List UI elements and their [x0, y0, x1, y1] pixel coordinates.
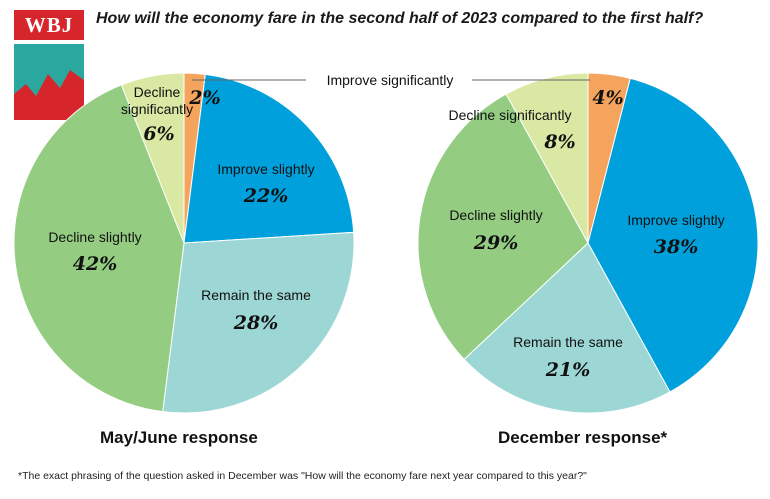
pie1-label-decline-slightly: Decline slightly — [449, 207, 542, 223]
wbj-logo: WBJ — [14, 10, 84, 120]
pie1-slice-decline-slightly — [417, 93, 589, 361]
pie1-value-improve-significantly: 4% — [592, 87, 623, 109]
pie1-value-improve-slightly: 38% — [654, 236, 699, 258]
pie0-value-decline-significantly: 6% — [143, 123, 174, 145]
pie0-label-decline-slightly: Decline slightly — [48, 229, 141, 245]
chart-title-december: December response* — [498, 428, 668, 447]
pie0-slice-remain-the-same — [162, 231, 355, 414]
shared-label-improve-significantly: Improve significantly — [327, 72, 454, 88]
pie0-label-decline-significantly: Decline — [134, 84, 181, 100]
pie0-value-remain-the-same: 28% — [233, 312, 279, 334]
pie0-label-remain-the-same: Remain the same — [201, 287, 311, 303]
pie0-label-decline-significantly-line2: significantly — [121, 101, 193, 117]
footnote: *The exact phrasing of the question aske… — [18, 470, 587, 482]
pie1-value-decline-slightly: 29% — [473, 232, 519, 254]
pie1-slice-remain-the-same — [463, 242, 671, 414]
pie1-value-remain-the-same: 21% — [545, 359, 591, 381]
pie1-value-decline-significantly: 8% — [543, 131, 575, 153]
pie0-value-decline-slightly: 42% — [73, 253, 118, 275]
pie1-label-decline-significantly: Decline significantly — [449, 107, 572, 123]
pie0-value-improve-slightly: 22% — [243, 185, 289, 207]
pie1-slice-improve-slightly — [587, 77, 759, 393]
logo-chart-icon — [14, 44, 84, 120]
pie1-label-improve-slightly: Improve slightly — [627, 212, 724, 228]
chart-title-may-june: May/June response — [100, 428, 258, 447]
pie1-slice-decline-significantly — [505, 72, 589, 244]
page-title: How will the economy fare in the second … — [96, 10, 704, 27]
pie1-label-remain-the-same: Remain the same — [513, 334, 623, 350]
pie0-slice-decline-slightly — [13, 84, 185, 413]
pie0-slice-decline-significantly — [120, 72, 185, 244]
pie0-value-improve-significantly: 2% — [188, 87, 220, 109]
logo-text: WBJ — [14, 10, 84, 40]
pie0-label-improve-slightly: Improve slightly — [217, 161, 314, 177]
pie0-slice-improve-slightly — [183, 73, 355, 244]
